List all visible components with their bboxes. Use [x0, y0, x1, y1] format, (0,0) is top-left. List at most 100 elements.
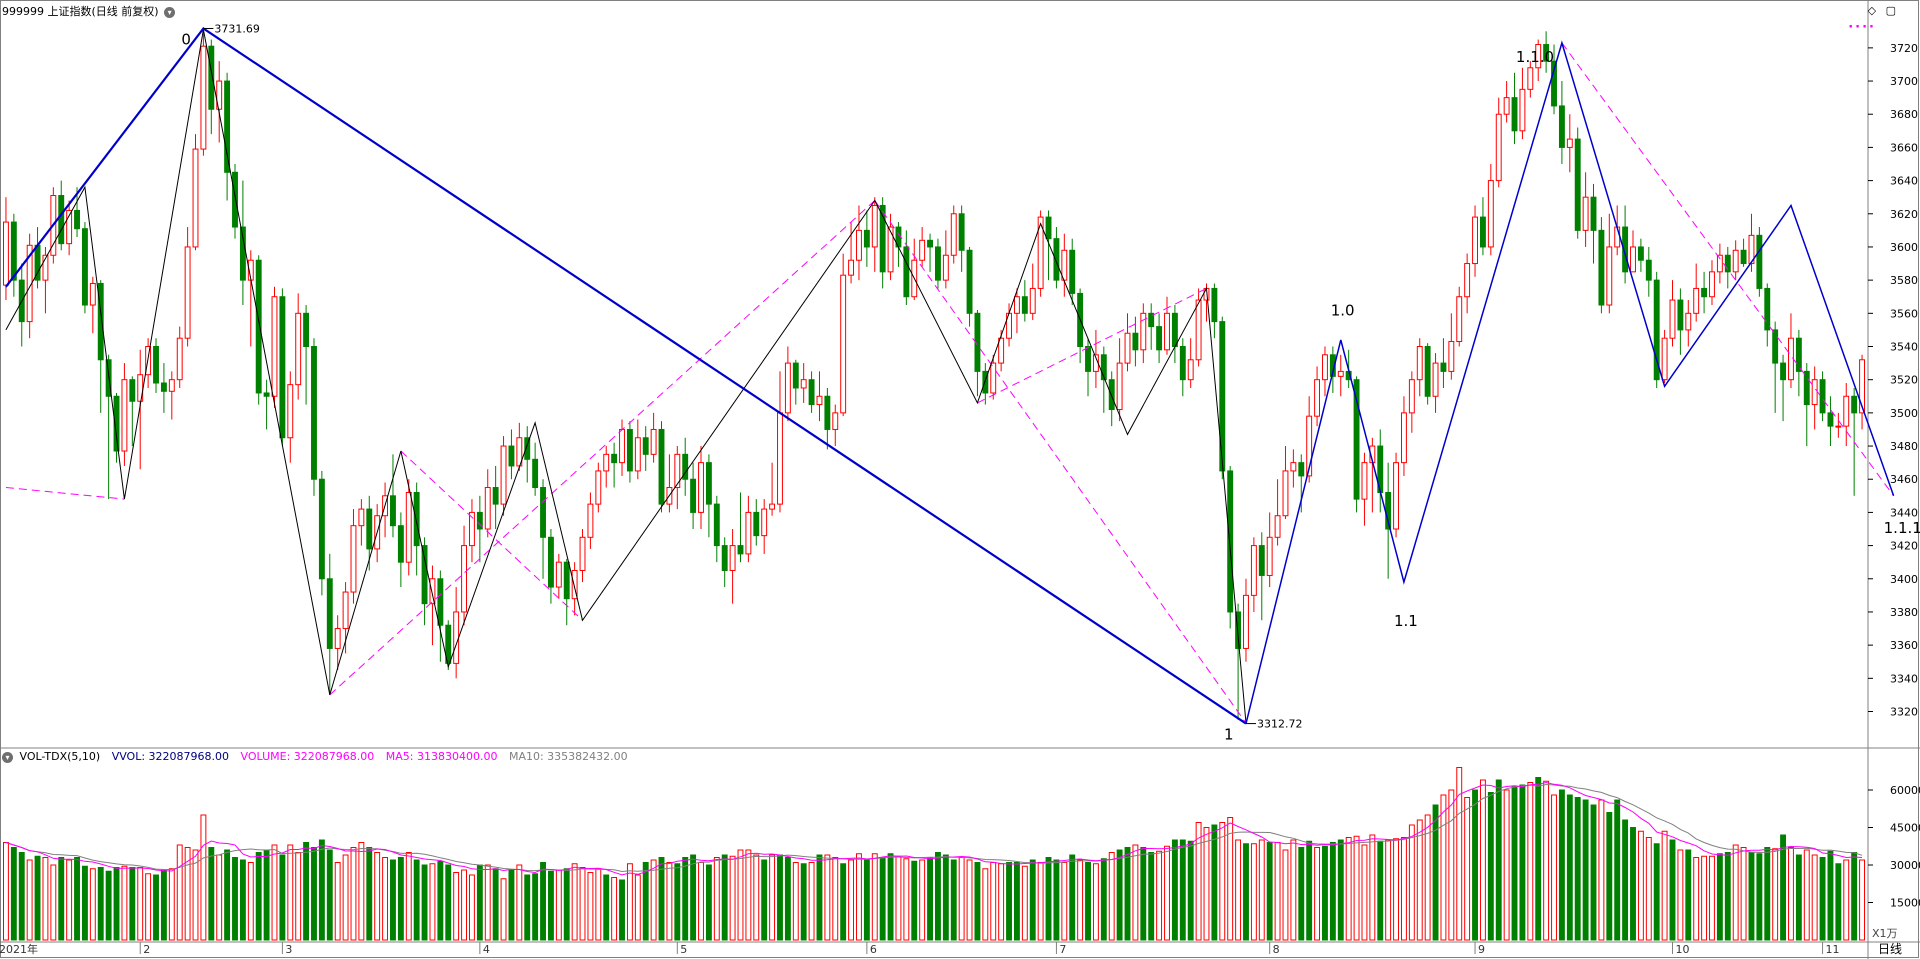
volume-bar — [1148, 852, 1155, 941]
candle-body — [1716, 254, 1723, 273]
volume-bar — [1424, 814, 1431, 941]
volume-unit-label: X1万 — [1872, 927, 1898, 940]
volume-bar — [1416, 819, 1423, 941]
chevron-down-icon[interactable]: ▾ — [2, 751, 13, 763]
volume-bar — [1732, 844, 1739, 941]
candle-body — [1827, 412, 1834, 427]
candle-body — [184, 246, 191, 339]
volume-bar — [1740, 847, 1747, 941]
candle-body — [1543, 44, 1550, 62]
volume-bar — [824, 854, 831, 941]
volume-bar — [777, 854, 783, 941]
volume-bar — [366, 847, 373, 941]
volume-bar — [1282, 849, 1289, 941]
candle-body — [1740, 249, 1747, 265]
volume-bar — [1053, 859, 1060, 941]
volume-bar — [1092, 863, 1099, 941]
candle-body — [1835, 425, 1842, 428]
candle-body — [547, 536, 554, 588]
volume-bar — [524, 874, 531, 941]
volume-bar — [658, 857, 665, 941]
ma10-value: MA10: 335382432.00 — [508, 750, 628, 763]
volume-bar — [1574, 797, 1581, 941]
candle-body — [1116, 362, 1123, 411]
volume-bar — [603, 874, 610, 941]
candle-body — [927, 239, 933, 248]
candle-body — [1511, 97, 1518, 132]
candle-body — [761, 508, 768, 537]
candle-body — [634, 437, 641, 472]
volume-bar — [1677, 849, 1684, 941]
candle-body — [958, 213, 965, 251]
candle-body — [650, 428, 657, 455]
candle-body — [642, 437, 649, 455]
candle-body — [1353, 379, 1360, 500]
volume-bar — [413, 859, 420, 941]
volume-bar — [113, 867, 120, 941]
volume-bar — [935, 852, 941, 941]
price-tick-label: 3680 — [1890, 108, 1918, 121]
volume-indicator-name[interactable]: VOL-TDX(5,10) — [19, 750, 101, 763]
candle-body — [476, 511, 483, 530]
window-icon[interactable]: ▢ — [1885, 4, 1896, 17]
volume-bar — [334, 862, 341, 941]
chevron-down-icon[interactable]: ▾ — [164, 6, 176, 18]
candle-body — [366, 508, 373, 550]
candle-body — [1645, 259, 1652, 281]
volume-tick-label: 60000 — [1890, 784, 1920, 797]
volume-bar — [1788, 847, 1794, 941]
volume-bar — [1503, 789, 1510, 941]
candle-body — [1132, 332, 1139, 351]
volume-bar — [129, 867, 136, 941]
volume-bar — [1558, 789, 1565, 941]
volume-bar — [89, 868, 96, 941]
candle-body — [1337, 370, 1344, 377]
candle-body — [611, 453, 618, 464]
candle-body — [1788, 337, 1794, 381]
volume-bar — [34, 855, 41, 941]
candle-body — [1693, 287, 1700, 314]
magenta-dashed-wave-line — [1561, 42, 1895, 497]
candle-body — [1258, 545, 1265, 576]
candle-body — [1069, 249, 1076, 294]
candle-body — [919, 239, 926, 261]
volume-bar — [642, 862, 649, 941]
candle-body — [990, 362, 997, 394]
volume-bar — [721, 854, 728, 941]
volume-bar — [1803, 849, 1810, 941]
volume-bar — [437, 860, 444, 941]
magenta-dashed-wave-line — [874, 200, 1247, 724]
candle-body — [1811, 379, 1818, 406]
legend-dotted-line-icon: ···· — [1848, 20, 1876, 35]
candle-body — [887, 226, 894, 273]
period-label: 日线 — [1878, 942, 1902, 956]
volume-bar — [784, 857, 791, 941]
volume-bar — [1487, 792, 1494, 941]
candle-body — [982, 370, 989, 394]
candle-body — [1195, 299, 1202, 361]
candle-body — [1306, 415, 1313, 477]
volume-bar — [1013, 862, 1020, 941]
price-tick-label: 3340 — [1890, 672, 1918, 685]
volume-bar — [1566, 794, 1573, 941]
volume-bar — [342, 854, 349, 941]
volume-bar — [927, 857, 933, 941]
candle-body — [1235, 611, 1242, 649]
volume-bar — [848, 859, 855, 941]
price-tick-label: 3420 — [1890, 540, 1918, 553]
candle-body — [129, 379, 136, 402]
candle-body — [421, 545, 428, 605]
candle-body — [713, 503, 720, 547]
volume-bar — [97, 867, 104, 941]
candle-body — [263, 392, 270, 397]
candle-body — [1472, 216, 1478, 265]
candle-body — [1393, 462, 1399, 530]
candle-body — [1156, 326, 1163, 351]
volume-bar — [50, 864, 57, 941]
diamond-icon[interactable]: ◇ — [1867, 4, 1877, 17]
candle-body — [1061, 249, 1068, 281]
volume-bar — [832, 857, 839, 941]
price-tick-label: 3580 — [1890, 274, 1918, 287]
